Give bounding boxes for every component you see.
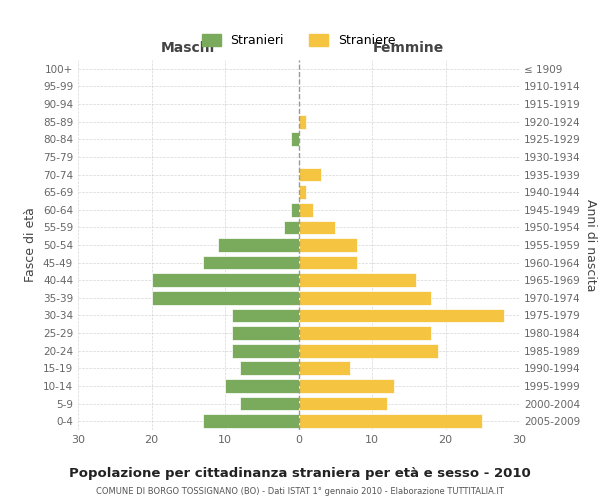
Bar <box>299 308 504 322</box>
Bar <box>151 291 299 304</box>
Text: Maschi: Maschi <box>161 40 215 54</box>
Y-axis label: Anni di nascita: Anni di nascita <box>584 198 597 291</box>
Bar <box>299 203 313 216</box>
Bar <box>203 256 299 270</box>
Bar <box>203 414 299 428</box>
Bar <box>291 132 299 146</box>
Bar <box>299 396 387 410</box>
Bar <box>299 115 306 128</box>
Bar <box>218 238 299 252</box>
Bar <box>299 238 358 252</box>
Text: Femmine: Femmine <box>373 40 445 54</box>
Bar <box>240 362 299 375</box>
Bar <box>299 220 335 234</box>
Bar <box>299 168 320 181</box>
Bar <box>232 326 299 340</box>
Bar <box>284 220 299 234</box>
Text: Popolazione per cittadinanza straniera per età e sesso - 2010: Popolazione per cittadinanza straniera p… <box>69 468 531 480</box>
Bar <box>225 379 299 393</box>
Bar <box>299 379 394 393</box>
Legend: Stranieri, Straniere: Stranieri, Straniere <box>197 29 400 52</box>
Bar <box>232 344 299 358</box>
Bar <box>299 344 438 358</box>
Y-axis label: Fasce di età: Fasce di età <box>25 208 37 282</box>
Bar <box>151 274 299 287</box>
Bar <box>299 326 431 340</box>
Bar <box>299 291 431 304</box>
Bar <box>299 362 350 375</box>
Bar <box>291 203 299 216</box>
Text: COMUNE DI BORGO TOSSIGNANO (BO) - Dati ISTAT 1° gennaio 2010 - Elaborazione TUTT: COMUNE DI BORGO TOSSIGNANO (BO) - Dati I… <box>96 488 504 496</box>
Bar <box>299 274 416 287</box>
Bar <box>232 308 299 322</box>
Bar <box>240 396 299 410</box>
Bar <box>299 256 358 270</box>
Bar <box>299 186 306 199</box>
Bar <box>299 414 482 428</box>
